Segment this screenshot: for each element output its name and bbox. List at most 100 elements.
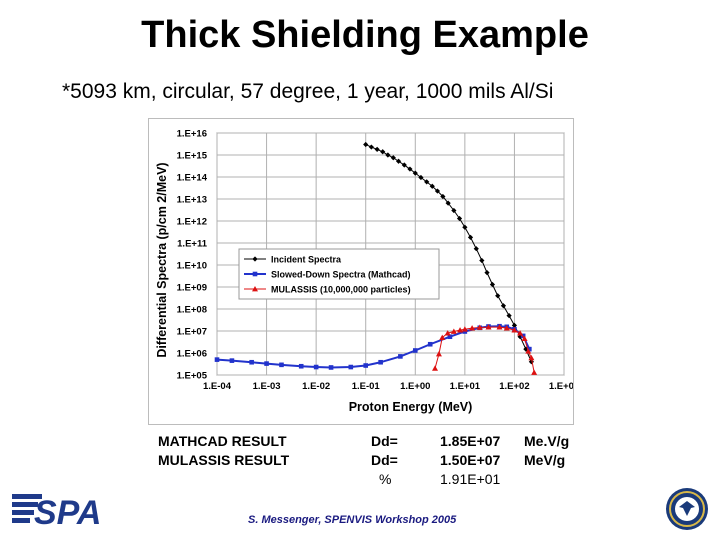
mulassis-dd-value: 1.50E+07 — [440, 452, 501, 468]
y-tick-label: 1.E+07 — [177, 327, 207, 338]
mulassis-point — [521, 335, 528, 342]
mulassis-point — [528, 354, 535, 361]
mulassis-point — [461, 326, 468, 332]
slowed-down-spectra-point — [398, 354, 403, 359]
incident-spectra-point — [429, 183, 435, 189]
y-tick-label: 1.E+13 — [177, 195, 207, 206]
x-tick-label: 1.E+00 — [400, 381, 430, 392]
mulassis-dd-unit: MeV/g — [524, 452, 566, 468]
y-tick-label: 1.E+05 — [177, 371, 208, 382]
mulassis-point — [450, 328, 457, 334]
slowed-down-spectra-point — [264, 361, 269, 366]
dod-seal-icon — [665, 487, 709, 536]
chart-frame: 1.E-04 1.E-03 1.E-02 1.E-01 1.E+00 1.E+01 1.E+… — [148, 118, 574, 425]
incident-spectra-point — [418, 174, 424, 181]
incident-spectra-point — [412, 170, 418, 176]
mulassis-point — [457, 327, 464, 333]
incident-spectra-point — [395, 158, 402, 164]
incident-spectra-point — [385, 152, 391, 158]
incident-spectra-point — [368, 144, 374, 150]
incident-spectra-point — [434, 188, 441, 194]
mulassis-point — [485, 324, 492, 330]
footer-credit: S. Messenger, SPENVIS Workshop 2005 — [248, 514, 457, 526]
y-tick-label: 1.E+06 — [177, 349, 207, 360]
y-tick-label: 1.E+12 — [177, 217, 207, 228]
incident-spectra-point — [473, 246, 479, 252]
legend-box — [238, 248, 440, 300]
y-tick-label: 1.E+10 — [177, 261, 207, 272]
incident-spectra-point — [462, 224, 468, 230]
slowed-down-spectra-point — [412, 348, 418, 353]
slowed-down-spectra-point — [313, 364, 319, 370]
mulassis-point — [432, 365, 439, 371]
legend-slowed-down-spectra-point — [252, 271, 258, 277]
incident-spectra-point — [511, 322, 518, 328]
percent-value: 1.91E+01 — [440, 471, 501, 487]
mulassis-point — [517, 330, 524, 336]
x-tick-label: 1.E-03 — [253, 381, 281, 392]
slowed-down-spectra-point — [229, 358, 235, 363]
mulassis-point — [531, 369, 538, 375]
mulassis-point — [476, 324, 483, 330]
x-tick-label: 1.E+02 — [499, 381, 529, 392]
percent-label: % — [379, 471, 392, 487]
mulassis-point — [444, 330, 451, 336]
mulassis-point — [503, 325, 510, 331]
y-tick-label: 1.E+14 — [177, 173, 208, 184]
spa-logo: SPA — [12, 492, 114, 533]
mulassis-point — [435, 351, 442, 357]
incident-spectra-point — [440, 193, 446, 200]
mathcad-dd-label: Dd= — [371, 433, 398, 449]
slowed-down-spectra-point — [363, 363, 369, 368]
mathcad-dd-value: 1.85E+07 — [440, 433, 501, 449]
x-axis-label: Proton Energy (MeV) — [349, 400, 473, 414]
y-tick-label: 1.E+16 — [177, 129, 207, 140]
slowed-down-spectra-point — [447, 334, 453, 340]
y-tick-label: 1.E+08 — [177, 305, 207, 316]
incident-spectra-point — [424, 179, 430, 185]
spa-logo-text: SPA — [34, 494, 101, 528]
x-tick-label: 1.E-04 — [203, 381, 232, 392]
y-axis-label: Differential Spectra (p/cm 2/MeV) — [155, 162, 169, 357]
mulassis-result-label: MULASSIS RESULT — [158, 452, 290, 468]
slowed-down-spectra-point — [214, 357, 220, 362]
incident-spectra-point — [467, 234, 474, 240]
mulassis-point — [511, 327, 518, 333]
legend-label-mulassis: MULASSIS (10,000,000 particles) — [271, 285, 411, 295]
incident-spectra-point — [374, 146, 380, 152]
mathcad-dd-unit: Me.V/g — [524, 433, 570, 449]
incident-spectra-point — [363, 141, 369, 148]
y-tick-label: 1.E+15 — [177, 151, 208, 162]
incident-spectra-point — [445, 200, 451, 206]
mulassis-point — [469, 325, 476, 331]
incident-spectra-point — [484, 270, 490, 276]
y-tick-label: 1.E+09 — [177, 283, 207, 294]
mulassis-dd-label: Dd= — [371, 452, 398, 468]
incident-spectra-point — [380, 149, 386, 155]
slowed-down-spectra-point — [378, 359, 383, 365]
mulassis-point — [496, 324, 503, 330]
slide-title: Thick Shielding Example — [141, 14, 589, 56]
slowed-down-spectra-point — [279, 362, 284, 368]
x-tick-label: 1.E-01 — [352, 381, 381, 392]
slowed-down-spectra-point — [328, 365, 334, 370]
legend-label-slowed-down-spectra: Slowed-Down Spectra (Mathcad) — [271, 270, 411, 280]
slowed-down-spectra-point — [520, 333, 526, 339]
incident-spectra-point — [407, 166, 413, 172]
mulassis-point — [525, 348, 532, 354]
mulassis-point — [439, 334, 446, 341]
mathcad-result-label: MATHCAD RESULT — [158, 433, 287, 449]
incident-spectra-point — [456, 215, 463, 222]
legend-label-incident-spectra: Incident Spectra — [271, 255, 342, 265]
legend-mulassis-point — [252, 286, 258, 292]
slowed-down-spectra-point — [298, 363, 304, 369]
x-tick-label: 1.E-02 — [302, 381, 330, 392]
slowed-down-spectra-point — [527, 346, 532, 352]
spectra-chart: 1.E-04 1.E-03 1.E-02 1.E-01 1.E+00 1.E+01 1.E+… — [155, 129, 573, 415]
slowed-down-spectra-point — [249, 359, 254, 365]
x-tick-label: 1.E+03 — [549, 381, 573, 392]
x-tick-label: 1.E+01 — [450, 381, 481, 392]
y-tick-label: 1.E+11 — [177, 239, 208, 250]
incident-spectra-point — [451, 207, 457, 214]
legend-incident-spectra-point — [252, 256, 258, 262]
